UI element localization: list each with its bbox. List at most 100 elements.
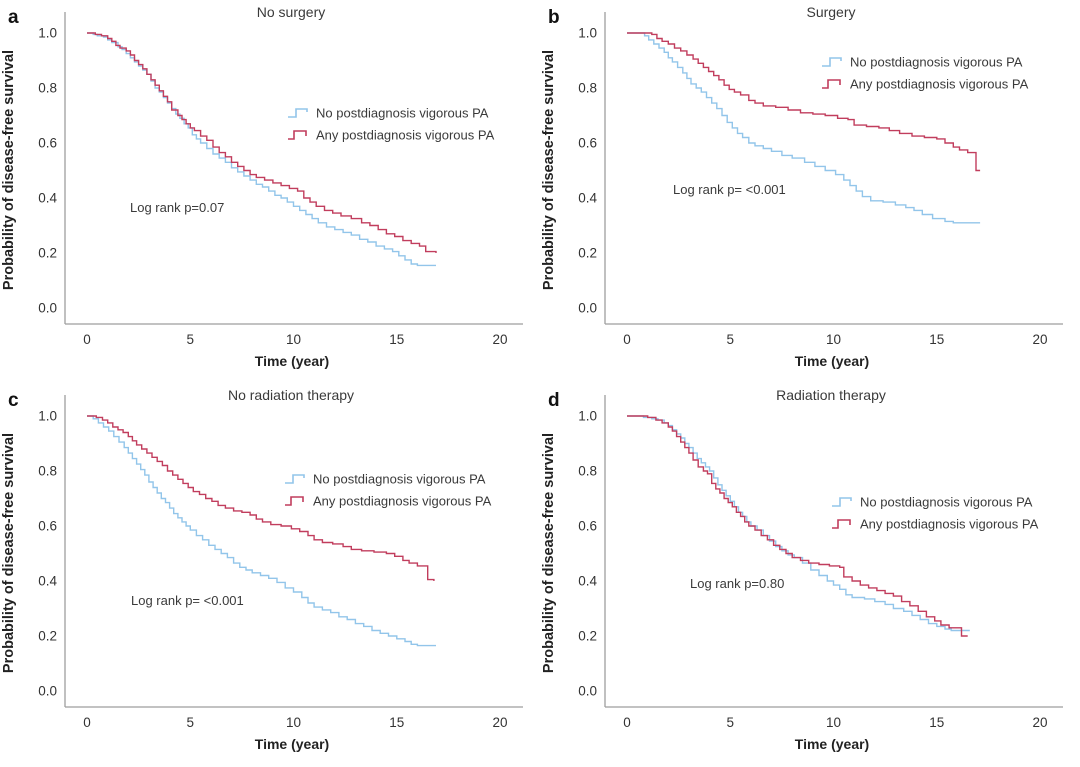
x-tick-label: 20: [492, 332, 507, 347]
y-tick-label: 0.0: [578, 684, 597, 699]
panel-d-chart: d Radiation therapy 0.0 0.2 0.4 0.6 0.8 1.0 0 5 10…: [541, 387, 1063, 752]
log-rank-annotation: Log rank p= <0.001: [131, 593, 244, 608]
x-tick-label: 20: [1032, 715, 1047, 730]
y-tick-label: 0.2: [578, 246, 597, 261]
y-tick-label: 0.0: [38, 684, 57, 699]
panel-letter: d: [548, 390, 560, 411]
x-tick-label: 10: [286, 332, 301, 347]
y-tick-label: 0.2: [578, 629, 597, 644]
x-tick-label: 0: [623, 332, 631, 347]
legend-label: No postdiagnosis vigorous PA: [850, 55, 1023, 70]
y-tick-label: 1.0: [38, 409, 57, 424]
panel-title: Surgery: [806, 4, 855, 20]
survival-curve-any-pa: [627, 415, 968, 637]
legend: No postdiagnosis vigorous PA Any postdiag…: [822, 55, 1029, 92]
y-axis-label: Probability of disease-free survival: [541, 50, 557, 290]
y-tick-label: 0.8: [38, 81, 57, 96]
legend-label: Any postdiagnosis vigorous PA: [316, 128, 495, 143]
legend: No postdiagnosis vigorous PA Any postdiag…: [285, 472, 492, 509]
survival-curve-no-pa: [627, 415, 970, 632]
legend-label: Any postdiagnosis vigorous PA: [313, 494, 492, 509]
y-tick-label: 1.0: [38, 26, 57, 41]
y-tick-label: 0.8: [38, 464, 57, 479]
panel-b: b Surgery 0.0 0.2 0.4 0.6 0.8 1.0 0 5 10 15 20 Probab…: [540, 0, 1080, 383]
y-tick-label: 0.0: [578, 301, 597, 316]
survival-curve-no-pa: [87, 415, 436, 647]
x-tick-label: 15: [389, 332, 404, 347]
y-tick-label: 0.8: [578, 464, 597, 479]
legend: No postdiagnosis vigorous PA Any postdiag…: [288, 106, 495, 143]
y-tick-label: 0.4: [38, 574, 57, 589]
y-tick-label: 1.0: [578, 26, 597, 41]
x-axis-label: Time (year): [795, 736, 869, 752]
x-tick-label: 15: [929, 332, 944, 347]
y-tick-label: 0.6: [578, 136, 597, 151]
survival-curve-no-pa: [87, 32, 436, 267]
x-tick-label: 20: [1032, 332, 1047, 347]
x-tick-label: 15: [389, 715, 404, 730]
panel-a: a No surgery 0.0 0.2 0.4 0.6 0.8 1.0 0 5 10 15 20 Pro…: [0, 0, 540, 383]
panel-c-chart: c No radiation therapy 0.0 0.2 0.4 0.6 0.8 1.0 0…: [1, 387, 523, 752]
survival-curve-no-pa: [627, 32, 981, 224]
legend: No postdiagnosis vigorous PA Any postdiag…: [832, 495, 1039, 532]
y-axis-label: Probability of disease-free survival: [1, 50, 17, 290]
x-axis-label: Time (year): [795, 353, 869, 369]
survival-curve-any-pa: [87, 415, 435, 581]
x-axis-label: Time (year): [255, 736, 329, 752]
x-tick-label: 5: [186, 715, 194, 730]
x-tick-label: 0: [623, 715, 631, 730]
y-axis-label: Probability of disease-free survival: [1, 433, 17, 673]
y-tick-label: 0.6: [38, 519, 57, 534]
x-tick-label: 10: [286, 715, 301, 730]
log-rank-annotation: Log rank p=0.80: [690, 576, 784, 591]
y-tick-label: 0.6: [578, 519, 597, 534]
y-tick-label: 0.2: [38, 629, 57, 644]
survival-curve-any-pa: [87, 32, 437, 253]
x-tick-label: 10: [826, 715, 841, 730]
legend-label: No postdiagnosis vigorous PA: [860, 495, 1033, 510]
legend-marker-any-pa-icon: [288, 130, 307, 140]
panel-letter: b: [548, 7, 560, 28]
legend-label: Any postdiagnosis vigorous PA: [850, 77, 1029, 92]
panel-letter: c: [8, 390, 19, 411]
log-rank-annotation: Log rank p= <0.001: [673, 182, 786, 197]
y-tick-label: 0.0: [38, 301, 57, 316]
legend-marker-no-pa-icon: [832, 497, 852, 507]
x-tick-label: 0: [83, 332, 91, 347]
panel-d: d Radiation therapy 0.0 0.2 0.4 0.6 0.8 1.0 0 5 10…: [540, 383, 1080, 767]
panel-letter: a: [8, 7, 19, 28]
x-tick-label: 5: [186, 332, 194, 347]
x-tick-label: 5: [726, 332, 734, 347]
legend-marker-no-pa-icon: [285, 474, 305, 484]
y-tick-label: 0.2: [38, 246, 57, 261]
legend-label: No postdiagnosis vigorous PA: [313, 472, 486, 487]
y-tick-label: 0.4: [578, 191, 597, 206]
legend-marker-no-pa-icon: [822, 57, 842, 67]
legend-label: Any postdiagnosis vigorous PA: [860, 517, 1039, 532]
legend-marker-any-pa-icon: [285, 496, 304, 506]
y-tick-label: 0.4: [578, 574, 597, 589]
panel-a-chart: a No surgery 0.0 0.2 0.4 0.6 0.8 1.0 0 5 10 15 20 Pro…: [1, 4, 523, 369]
x-tick-label: 10: [826, 332, 841, 347]
panel-b-chart: b Surgery 0.0 0.2 0.4 0.6 0.8 1.0 0 5 10 15 20 Probab…: [541, 4, 1063, 369]
legend-marker-no-pa-icon: [288, 108, 308, 118]
panel-title: Radiation therapy: [776, 387, 886, 403]
x-axis-label: Time (year): [255, 353, 329, 369]
legend-marker-any-pa-icon: [832, 519, 851, 529]
panel-title: No surgery: [257, 4, 325, 20]
x-tick-label: 0: [83, 715, 91, 730]
y-tick-label: 1.0: [578, 409, 597, 424]
y-tick-label: 0.6: [38, 136, 57, 151]
y-axis-label: Probability of disease-free survival: [541, 433, 557, 673]
y-tick-label: 0.4: [38, 191, 57, 206]
legend-label: No postdiagnosis vigorous PA: [316, 106, 489, 121]
x-tick-label: 20: [492, 715, 507, 730]
legend-marker-any-pa-icon: [822, 79, 841, 89]
x-tick-label: 5: [726, 715, 734, 730]
panel-c: c No radiation therapy 0.0 0.2 0.4 0.6 0.8 1.0 0…: [0, 383, 540, 767]
y-tick-label: 0.8: [578, 81, 597, 96]
log-rank-annotation: Log rank p=0.07: [130, 200, 224, 215]
survival-curve-any-pa: [627, 32, 981, 172]
panel-title: No radiation therapy: [228, 387, 354, 403]
